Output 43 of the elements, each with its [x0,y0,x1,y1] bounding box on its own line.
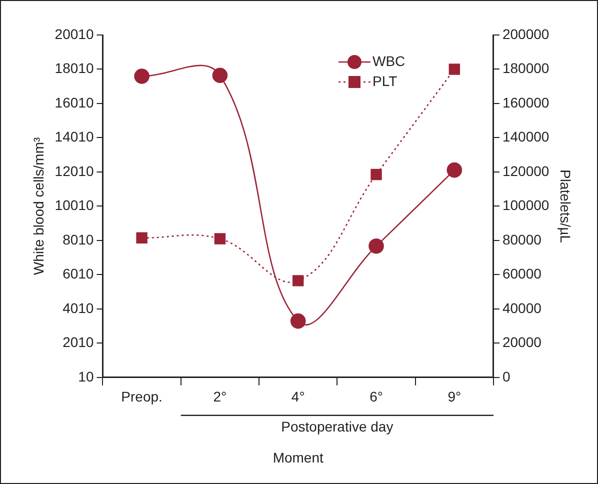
x-axis-title: Moment [272,449,324,466]
y-tick-label: 20010 [54,26,94,42]
y-tick-label: 18010 [54,60,94,76]
y-tick-label: 6010 [62,266,94,282]
y-tick-label: 16010 [54,94,94,110]
y-tick-label: 10010 [54,197,94,214]
y2-tick-label: 20000 [502,334,542,350]
y-tick-label: 10 [78,368,94,384]
legend-label: PLT [372,72,398,89]
y-tick-label: 14010 [54,128,94,145]
x-tick-label: 4° [291,388,305,405]
text: Postoperative day [281,418,394,434]
y2-tick-label: 100000 [502,197,550,214]
point [134,68,150,84]
y2-tick-label: 120000 [502,162,550,179]
point [136,232,148,244]
y2-tick-label: 80000 [502,231,542,248]
y-tick-label: 8010 [62,231,94,248]
x-tick-label: 2° [213,388,227,405]
point [292,275,304,286]
x-tick-label: 9° [448,388,462,405]
point [368,238,384,254]
point [370,168,382,180]
y-tick-label: 4010 [62,300,94,316]
y2-tick-label: 200000 [502,26,550,42]
y-tick-label: 2010 [62,334,94,350]
y2-tick-label: 0 [502,368,510,384]
y2-tick-label: 60000 [502,266,542,282]
point [212,68,228,84]
y2-tick-label: 160000 [502,94,550,110]
x-tick-label: Preop. [121,388,162,405]
legend-label: WBC [372,52,406,69]
point [448,64,460,75]
point [446,162,462,178]
y2-tick-label: 140000 [502,128,550,145]
y2-tick-label: 180000 [502,60,550,76]
y2-tick-label: 40000 [502,300,542,316]
point [290,313,306,329]
point [214,233,226,244]
y-tick-label: 12010 [54,162,94,179]
x-tick-label: 6° [370,388,383,405]
y-axis-title: White blood cells/mm³ [30,137,46,276]
y2-axis-title: Platelets/µL [558,169,574,244]
